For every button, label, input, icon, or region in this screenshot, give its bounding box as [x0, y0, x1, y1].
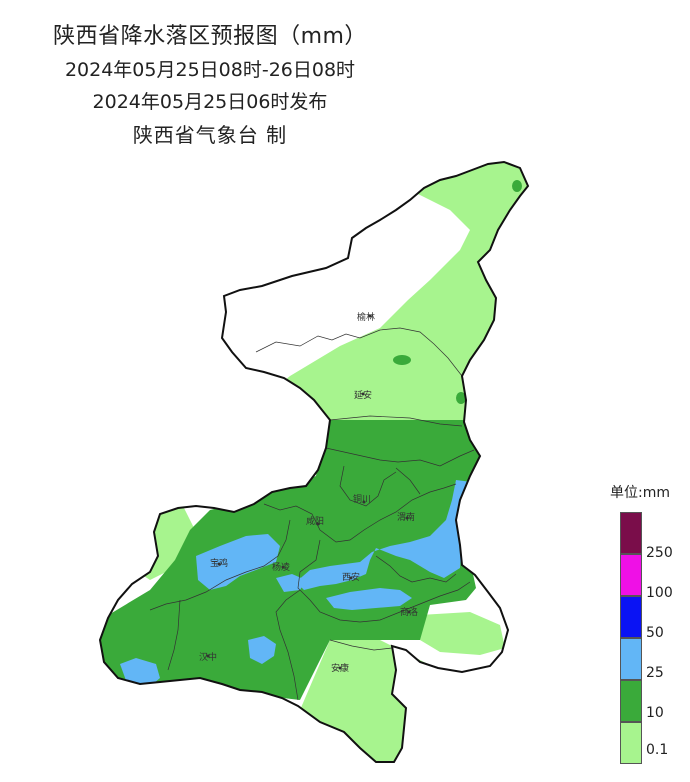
- city-labels: 榆林 延安 铜川 咸阳 渭南 宝鸡 杨凌 西安 商洛 汉中 安康: [199, 311, 418, 674]
- city-label-yulin: 榆林: [357, 311, 375, 323]
- legend-tick-100: 100: [646, 585, 673, 601]
- city-marker: [281, 565, 285, 569]
- city-marker: [217, 562, 221, 566]
- no-rain-zone: [422, 680, 438, 698]
- legend-swatch: [620, 596, 642, 638]
- legend-swatch: [620, 680, 642, 722]
- city-label-hanzhong: 汉中: [199, 651, 217, 663]
- moderate-rain-zone: [512, 180, 522, 192]
- city-boundaries: [149, 327, 475, 701]
- legend-swatch: [620, 512, 642, 554]
- issue-time: 2024年05月25日06时发布: [92, 91, 328, 113]
- city-marker: [362, 500, 366, 504]
- light-rain-zone: [420, 612, 505, 655]
- heavy-rain-zone: [296, 480, 472, 590]
- city-markers: [206, 314, 411, 670]
- legend-tick-10: 10: [646, 705, 664, 721]
- city-marker: [405, 516, 409, 520]
- moderate-rain-zone: [393, 355, 411, 365]
- city-label-baoji: 宝鸡: [210, 557, 228, 569]
- legend-tick-0-1: 0.1: [646, 742, 669, 758]
- city-label-weinan: 渭南: [397, 511, 415, 523]
- heavy-rain-zone: [248, 636, 276, 664]
- legend-tick-25: 25: [646, 665, 664, 681]
- forecast-period: 2024年05月25日08时-26日08时: [64, 59, 356, 81]
- city-marker: [368, 314, 372, 318]
- city-marker: [349, 576, 353, 580]
- map-title: 陕西省降水落区预报图（mm）: [53, 24, 367, 49]
- legend-title: 单位:mm: [610, 485, 670, 501]
- city-label-ankang: 安康: [331, 662, 349, 674]
- city-marker: [361, 392, 365, 396]
- issuer: 陕西省气象台 制: [132, 123, 288, 147]
- city-label-yangling: 杨凌: [272, 561, 290, 573]
- city-label-xianyang: 咸阳: [306, 515, 324, 527]
- city-marker: [206, 654, 210, 658]
- city-marker: [407, 610, 411, 614]
- heavy-rain-zone: [196, 534, 280, 590]
- legend-tick-50: 50: [646, 625, 664, 641]
- legend-swatch: [620, 554, 642, 596]
- city-label-shangluo: 商洛: [400, 606, 418, 618]
- heavy-rain-zone: [326, 588, 412, 610]
- city-marker: [338, 666, 342, 670]
- legend-swatch: [620, 722, 642, 764]
- city-marker: [316, 522, 320, 526]
- legend-tick-250: 250: [646, 545, 673, 561]
- moderate-rain-zone: [456, 392, 466, 404]
- city-label-xian: 西安: [342, 571, 360, 583]
- map-title-block: 陕西省降水落区预报图（mm） 2024年05月25日08时-26日08时 202…: [0, 20, 420, 152]
- city-label-yanan: 延安: [354, 389, 372, 401]
- legend-swatch: [620, 638, 642, 680]
- city-label-tongchuan: 铜川: [353, 493, 371, 505]
- heavy-rain-zone: [276, 574, 306, 592]
- moderate-rain-zone: [100, 420, 486, 700]
